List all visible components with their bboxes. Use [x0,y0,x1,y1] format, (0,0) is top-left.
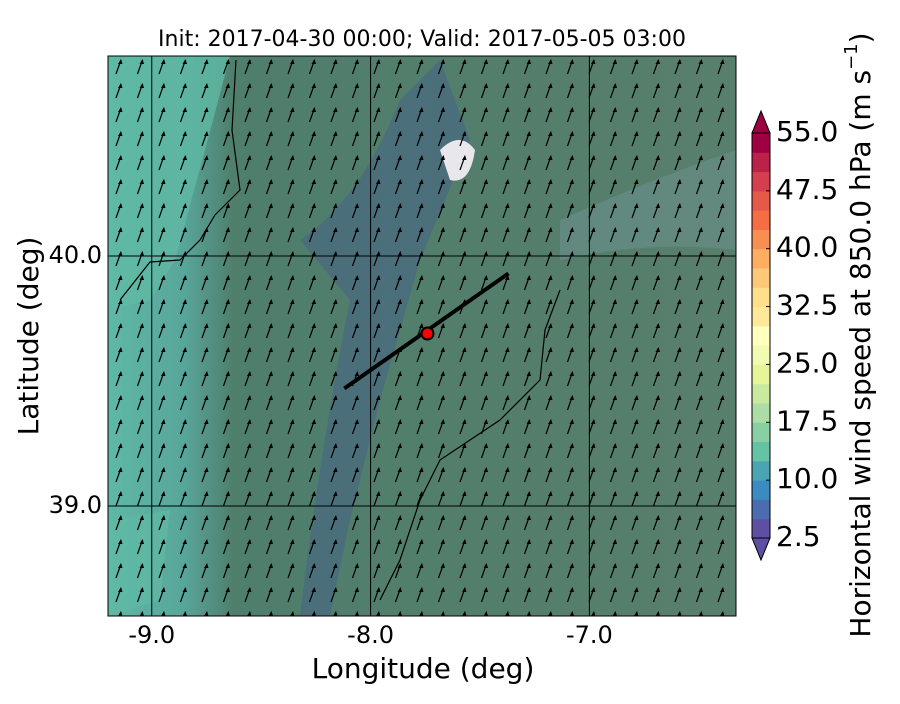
colorbar-band [752,229,770,250]
colorbar-tick-label: 10.0 [776,462,838,495]
x-tick-label: -7.0 [566,621,613,649]
colorbar-label-text: ) [844,32,877,43]
colorbar-tick-label: 25.0 [776,346,838,379]
colorbar-tick-label: 17.5 [776,404,838,437]
colorbar-tick-label: 2.5 [776,520,821,553]
y-axis-label: Latitude (deg) [12,237,45,436]
y-tick-label: 39.0 [49,491,102,519]
colorbar-extend-low [751,537,771,562]
colorbar-band [752,152,770,173]
colorbar-band [752,480,770,500]
point-marker [420,326,435,341]
colorbar-band [752,460,770,481]
colorbar-band [752,190,770,211]
colorbar-band [752,133,770,153]
colorbar-tick-label: 47.5 [776,173,838,206]
x-axis-label: Longitude (deg) [312,652,535,685]
colorbar-band [752,518,770,539]
colorbar-band [752,422,770,443]
colorbar-band [752,364,770,385]
grid [108,56,736,616]
colorbar-band [752,287,770,308]
colorbar-band [752,268,770,288]
x-tick-label: -9.0 [128,621,175,649]
colorbar-band [752,499,770,520]
colorbar-band [752,210,770,230]
colorbar-frame [751,132,771,539]
y-tick-label: 40.0 [49,241,102,269]
colorbar-extend-high [751,109,771,134]
chart-title: Init: 2017-04-30 00:00; Valid: 2017-05-0… [158,27,686,52]
colorbar-tick-label: 32.5 [776,289,838,322]
colorbar-tick-label: 40.0 [776,231,838,264]
colorbar-label: Horizontal wind speed at 850.0 hPa (m s−… [841,32,877,637]
plot-frame [107,55,737,617]
colorbar-band [752,383,770,404]
colorbar-label-exponent: −1 [841,43,862,70]
colorbar-band [752,403,770,423]
colorbar-tick-label: 55.0 [776,115,838,148]
colorbar-band [752,441,770,462]
colorbar-band [752,248,770,269]
colorbar-band [752,325,770,346]
colorbar-band [752,171,770,192]
colorbar-band [752,345,770,365]
colorbar-band [752,306,770,327]
x-tick-label: -8.0 [347,621,394,649]
colorbar-label-text: Horizontal wind speed at 850.0 hPa (m s [844,70,877,638]
